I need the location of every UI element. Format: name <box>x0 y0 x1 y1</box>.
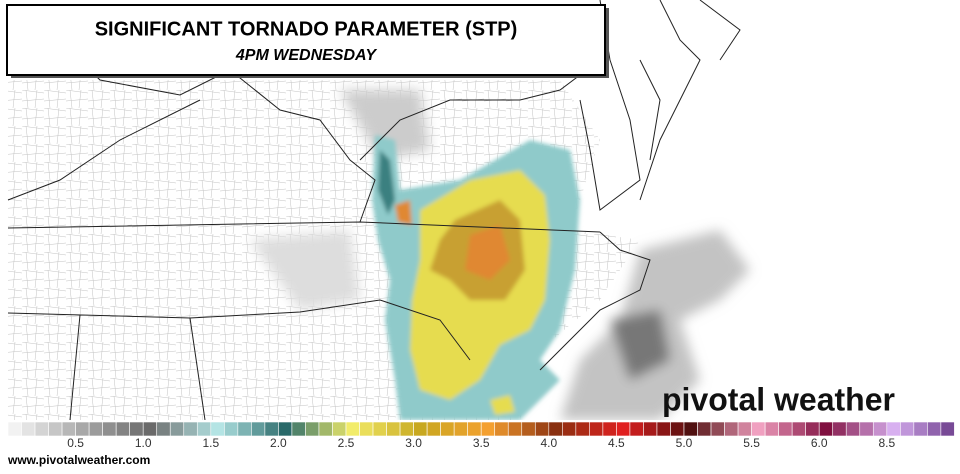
colorbar-swatch <box>183 421 198 437</box>
colorbar-swatch <box>751 421 766 437</box>
colorbar-swatch <box>21 421 36 437</box>
colorbar-swatch <box>372 421 387 437</box>
colorbar-label: 1.5 <box>202 436 219 450</box>
colorbar-swatch <box>210 421 225 437</box>
colorbar-swatch <box>467 421 482 437</box>
footer: www.pivotalweather.com <box>7 453 150 467</box>
colorbar-swatch <box>778 421 793 437</box>
colorbar-swatch <box>386 421 401 437</box>
colorbar-label: 1.0 <box>135 436 152 450</box>
logo: pivotal weather <box>662 381 895 417</box>
colorbar-swatch <box>859 421 874 437</box>
colorbar-swatch <box>507 421 523 437</box>
colorbar-swatch <box>61 421 76 437</box>
colorbar-swatch <box>670 421 685 437</box>
colorbar-swatch <box>359 421 374 437</box>
colorbar-swatch <box>845 421 861 437</box>
colorbar: 0.5 1.0 1.5 2.0 2.5 3.0 3.5 4.0 4.5 5.0 5.5 6.0 8.5 <box>7 421 955 450</box>
colorbar-label: 5.0 <box>676 436 693 450</box>
colorbar-swatch <box>332 421 347 437</box>
colorbar-swatch <box>142 421 158 437</box>
colorbar-swatch <box>413 421 428 437</box>
colorbar-swatch <box>480 421 496 437</box>
colorbar-swatch <box>75 421 90 437</box>
colorbar-label: 2.0 <box>270 436 287 450</box>
colorbar-label: 5.5 <box>743 436 760 450</box>
colorbar-swatch <box>683 421 698 437</box>
colorbar-swatch <box>224 421 239 437</box>
colorbar-swatch <box>656 421 671 437</box>
colorbar-swatch <box>7 421 22 437</box>
colorbar-swatch <box>589 421 604 437</box>
colorbar-swatch <box>900 421 915 437</box>
colorbar-swatch <box>399 421 414 437</box>
colorbar-swatch <box>602 421 617 437</box>
stp-field <box>372 135 580 420</box>
colorbar-label: 0.5 <box>67 436 84 450</box>
colorbar-label: 3.5 <box>473 436 490 450</box>
colorbar-swatch <box>562 421 577 437</box>
colorbar-swatch <box>710 421 725 437</box>
colorbar-swatch <box>237 421 252 437</box>
gray-field <box>250 90 750 420</box>
colorbar-label: 4.5 <box>608 436 625 450</box>
colorbar-swatch <box>291 421 306 437</box>
colorbar-label: 4.0 <box>540 436 557 450</box>
colorbar-swatch <box>440 421 455 437</box>
colorbar-swatch <box>724 421 739 437</box>
colorbar-swatch <box>548 421 563 437</box>
colorbar-swatch <box>534 421 550 437</box>
colorbar-swatch <box>305 421 320 437</box>
colorbar-swatch <box>48 421 63 437</box>
colorbar-label: 8.5 <box>878 436 895 450</box>
colorbar-swatch <box>791 421 806 437</box>
colorbar-swatch <box>575 421 590 437</box>
colorbar-swatch <box>169 421 185 437</box>
colorbar-swatch <box>318 421 333 437</box>
title: SIGNIFICANT TORNADO PARAMETER (STP) <box>95 18 518 40</box>
colorbar-swatch <box>832 421 847 437</box>
colorbar-swatch <box>453 421 468 437</box>
colorbar-swatch <box>251 421 266 437</box>
colorbar-swatch <box>818 421 834 437</box>
colorbar-swatch <box>629 421 644 437</box>
title-box: SIGNIFICANT TORNADO PARAMETER (STP) 4PM … <box>6 4 609 78</box>
colorbar-label: 3.0 <box>405 436 422 450</box>
colorbar-swatch <box>872 421 888 437</box>
colorbar-swatch <box>521 421 536 437</box>
colorbar-label: 6.0 <box>811 436 828 450</box>
colorbar-swatch <box>426 421 441 437</box>
colorbar-swatch <box>156 421 171 437</box>
colorbar-swatch <box>88 421 103 437</box>
colorbar-swatch <box>345 421 360 437</box>
colorbar-swatch <box>278 421 293 437</box>
colorbar-swatch <box>886 421 901 437</box>
colorbar-swatch <box>129 421 144 437</box>
colorbar-swatch <box>764 421 779 437</box>
colorbar-swatch <box>34 421 49 437</box>
colorbar-swatch <box>940 421 955 437</box>
colorbar-swatch <box>494 421 509 437</box>
colorbar-swatch <box>737 421 752 437</box>
colorbar-swatch <box>196 421 212 437</box>
colorbar-swatch <box>697 421 712 437</box>
colorbar-swatch <box>643 421 658 437</box>
colorbar-swatch <box>616 421 631 437</box>
colorbar-swatch <box>805 421 820 437</box>
colorbar-swatch <box>115 421 130 437</box>
state-borders <box>7 0 741 421</box>
subtitle: 4PM WEDNESDAY <box>235 47 377 64</box>
colorbar-swatch <box>264 421 279 437</box>
colorbar-label: 2.5 <box>338 436 355 450</box>
colorbar-swatch <box>927 421 942 437</box>
colorbar-swatch <box>913 421 928 437</box>
colorbar-swatch <box>102 421 117 437</box>
